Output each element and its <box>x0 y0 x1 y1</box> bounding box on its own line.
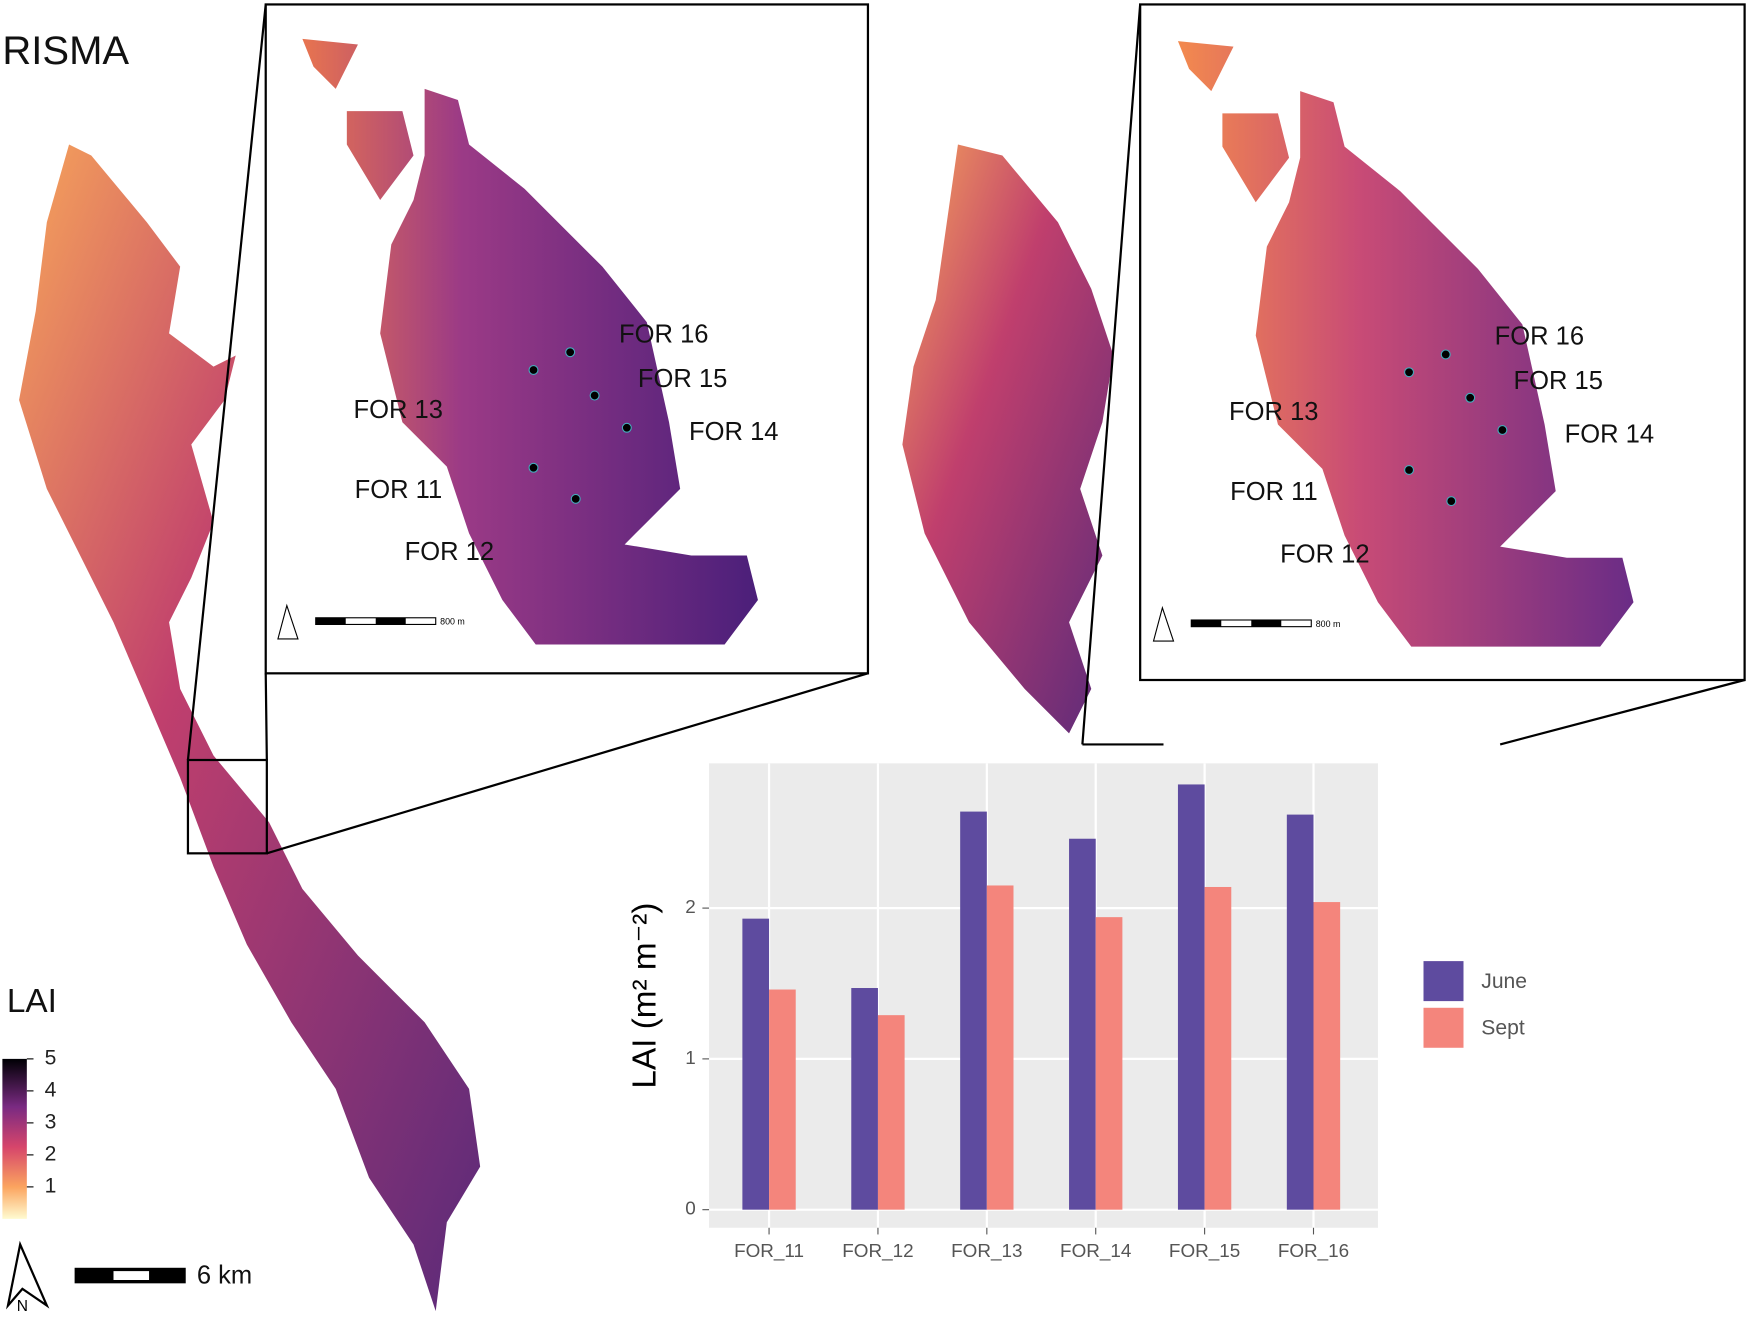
site-dot <box>529 463 538 472</box>
legend-label: Sept <box>1481 1016 1525 1039</box>
site-label: FOR 11 <box>355 476 443 504</box>
bar <box>960 812 987 1210</box>
site-dot <box>1498 426 1507 435</box>
bar <box>878 1015 905 1210</box>
scale-label: 6 km <box>197 1261 252 1289</box>
legend-key <box>1424 1008 1464 1048</box>
y-tick-label: 2 <box>685 897 696 918</box>
colorbar-tick-label: 5 <box>45 1046 57 1069</box>
x-tick-label: FOR_16 <box>1278 1241 1349 1262</box>
bar <box>1287 815 1314 1210</box>
scale-bar <box>316 618 346 625</box>
scale-label: 800 m <box>440 617 465 627</box>
bar <box>1069 839 1096 1210</box>
x-tick-label: FOR_12 <box>842 1241 913 1262</box>
site-label: FOR 16 <box>619 320 708 348</box>
site-label: FOR 15 <box>638 365 727 393</box>
north-arrow <box>8 1244 47 1305</box>
x-tick-label: FOR_14 <box>1060 1241 1131 1262</box>
site-dot <box>1447 497 1456 506</box>
legend-key <box>1424 961 1464 1001</box>
scale-label: 800 m <box>1316 619 1341 629</box>
scale-bar <box>114 1271 150 1280</box>
inset-map <box>1140 4 1744 680</box>
site-label: FOR 13 <box>354 396 443 424</box>
colorbar-tick-label: 1 <box>45 1174 57 1197</box>
x-tick-label: FOR_11 <box>734 1241 804 1262</box>
colorbar-title: LAI <box>7 983 57 1020</box>
site-dot <box>622 423 631 432</box>
x-tick-label: FOR_15 <box>1169 1241 1240 1262</box>
colorbar-tick-label: 2 <box>45 1142 57 1165</box>
colorbar-tick-label: 3 <box>45 1110 57 1133</box>
site-label: FOR 11 <box>1230 478 1318 506</box>
plot-panel <box>709 763 1378 1227</box>
bar <box>1096 917 1123 1210</box>
site-label: FOR 13 <box>1229 398 1318 426</box>
scale-bar <box>1191 620 1221 627</box>
map-region <box>902 144 1113 733</box>
site-label: FOR 15 <box>1514 367 1603 395</box>
site-dot <box>529 366 538 375</box>
bar <box>1178 784 1205 1209</box>
site-dot <box>566 348 575 357</box>
site-dot <box>1405 466 1414 475</box>
legend-label: June <box>1481 970 1527 993</box>
colorbar <box>2 1059 26 1219</box>
inset-map <box>266 4 868 673</box>
site-label: FOR 14 <box>689 418 778 446</box>
site-label: FOR 16 <box>1495 323 1584 351</box>
x-tick-label: FOR_13 <box>951 1241 1022 1262</box>
bar <box>1314 902 1341 1210</box>
bar <box>851 988 878 1210</box>
site-dot <box>1405 368 1414 377</box>
bar <box>987 885 1014 1209</box>
y-tick-label: 0 <box>685 1199 696 1220</box>
site-label: FOR 12 <box>1280 540 1369 568</box>
scale-bar <box>1251 620 1281 627</box>
site-dot <box>1441 350 1450 359</box>
y-axis-title: LAI (m² m⁻²) <box>627 903 664 1089</box>
figure: RISMA LAI N 6 km LAI (m² m⁻²) 1 2 3 4 5 FOR 1… <box>0 0 1747 1320</box>
colorbar-tick-label: 4 <box>45 1078 57 1101</box>
site-label: FOR 14 <box>1565 420 1654 448</box>
site-dot <box>1466 393 1475 402</box>
site-dot <box>590 391 599 400</box>
bar <box>1205 887 1232 1210</box>
y-tick-label: 1 <box>685 1048 696 1069</box>
site-label: FOR 12 <box>405 538 494 566</box>
scale-bar <box>376 618 406 625</box>
site-dot <box>571 494 580 503</box>
bar <box>742 919 769 1210</box>
bar <box>769 990 796 1210</box>
map-title: RISMA <box>2 29 129 73</box>
north-label: N <box>17 1298 28 1315</box>
